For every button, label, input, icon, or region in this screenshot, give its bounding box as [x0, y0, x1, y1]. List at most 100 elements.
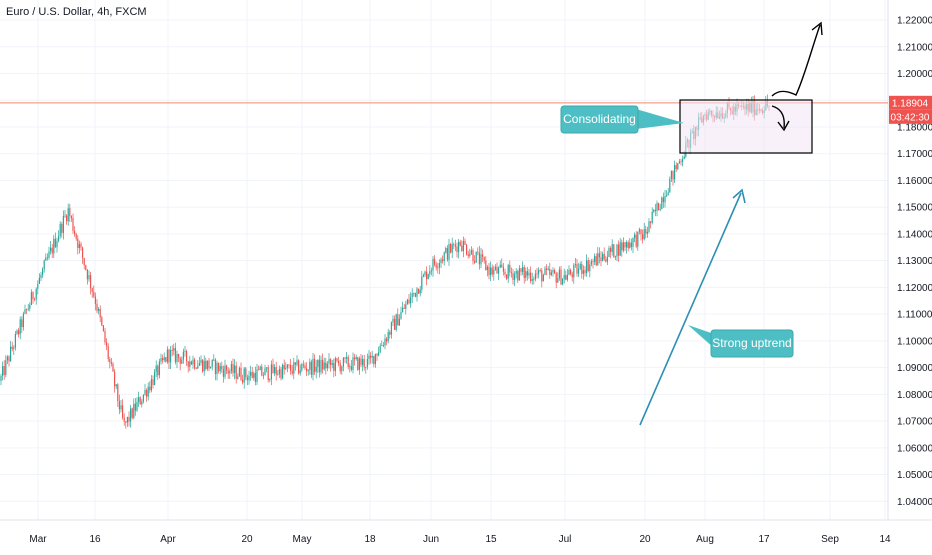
- candle-body: [683, 156, 685, 160]
- candle-body: [378, 352, 380, 356]
- consolidating-callout-box: [560, 105, 639, 134]
- candle-body: [291, 370, 293, 374]
- candle-body: [42, 269, 44, 275]
- candle-body: [507, 265, 509, 279]
- candle-body: [394, 318, 396, 330]
- current-price-value: 1.18904: [892, 98, 929, 109]
- candle-body: [381, 345, 383, 347]
- candle-body: [22, 313, 24, 328]
- uptrend-arrow[interactable]: [639, 188, 746, 426]
- time-axis-labels: Mar 16 Apr 20 May 18 Jun 15 Jul 20 Aug 17 Sep 14: [29, 534, 891, 545]
- candle-body: [296, 360, 298, 365]
- candle-body: [571, 274, 573, 278]
- candle-body: [339, 363, 341, 372]
- uptrend-callout[interactable]: Strong uptrend: [688, 325, 794, 358]
- candle-body: [181, 359, 183, 364]
- candle-body: [216, 362, 218, 375]
- candle-body: [466, 244, 468, 255]
- candle-body: [290, 364, 292, 371]
- candle-body: [144, 389, 146, 395]
- candle-body: [302, 364, 304, 366]
- candle-body: [165, 357, 167, 362]
- x-tick-label: 16: [89, 534, 101, 545]
- candle-body: [350, 366, 352, 370]
- candle-body: [206, 360, 208, 370]
- candle-body: [237, 376, 239, 379]
- candle-body: [78, 243, 80, 249]
- candle-body: [110, 362, 112, 364]
- candle-body: [186, 351, 188, 362]
- candle-body: [306, 368, 308, 372]
- candle-body: [365, 367, 367, 368]
- candle-body: [653, 209, 655, 212]
- candle-body: [584, 270, 586, 274]
- consolidation-box[interactable]: [679, 99, 813, 154]
- consolidating-label: Consolidating: [563, 112, 636, 126]
- candle-body: [467, 254, 469, 256]
- candle-body: [349, 366, 351, 367]
- candle-body: [288, 364, 290, 366]
- candle-body: [307, 369, 309, 372]
- candle-body: [442, 259, 444, 262]
- candle-body: [322, 359, 324, 370]
- candle-body: [451, 244, 453, 253]
- candle-body: [658, 203, 660, 211]
- candle-body: [558, 269, 560, 279]
- candle-body: [422, 275, 424, 277]
- candle-body: [317, 359, 319, 367]
- candle-body: [485, 260, 487, 271]
- candle-body: [413, 292, 415, 294]
- candle-body: [390, 322, 392, 335]
- candle-body: [504, 271, 506, 275]
- candle-body: [419, 289, 421, 294]
- candle-body: [67, 208, 69, 222]
- candle-body: [579, 264, 581, 269]
- pullback-arrow[interactable]: [771, 105, 790, 132]
- candle-body: [299, 370, 301, 374]
- candle-body: [48, 251, 50, 258]
- candle-body: [173, 348, 175, 351]
- candle-body: [461, 245, 463, 252]
- candle-body: [538, 270, 540, 275]
- candle-body: [408, 299, 410, 304]
- candle-body: [406, 299, 408, 305]
- candle-body: [74, 230, 76, 235]
- candle-body: [123, 417, 125, 422]
- candle-body: [520, 268, 522, 272]
- y-tick-label: 1.09000: [897, 363, 932, 374]
- candle-body: [243, 368, 245, 383]
- candle-body: [251, 371, 253, 378]
- consolidating-callout-pointer: [636, 109, 684, 129]
- candle-body: [528, 272, 530, 276]
- x-tick-label: Jul: [559, 534, 572, 545]
- candle-body: [208, 360, 210, 369]
- candle-body: [640, 229, 642, 235]
- candle-body: [480, 254, 482, 265]
- candle-body: [107, 346, 109, 359]
- candle-body: [66, 215, 68, 222]
- candle-body: [261, 366, 263, 376]
- breakout-arrow[interactable]: [771, 21, 823, 97]
- candle-body: [618, 244, 620, 256]
- candle-body: [338, 360, 340, 364]
- candle-body: [59, 224, 61, 236]
- candle-body: [600, 257, 602, 261]
- candle-body: [101, 317, 103, 326]
- candle-body: [219, 365, 221, 372]
- candles: [0, 94, 770, 429]
- consolidating-callout[interactable]: Consolidating: [560, 105, 684, 134]
- candle-body: [578, 268, 580, 274]
- candle-body: [598, 253, 600, 258]
- candle-body: [98, 308, 100, 311]
- candle-body: [435, 264, 437, 268]
- candle-body: [146, 389, 148, 397]
- candle-body: [301, 364, 303, 371]
- candle-body: [270, 364, 272, 380]
- y-tick-label: 1.17000: [897, 149, 932, 160]
- candle-body: [523, 267, 525, 278]
- candle-body: [170, 350, 172, 363]
- candle-body: [198, 362, 200, 366]
- candle-body: [616, 244, 618, 257]
- candle-body: [669, 178, 671, 193]
- candle-body: [250, 371, 252, 376]
